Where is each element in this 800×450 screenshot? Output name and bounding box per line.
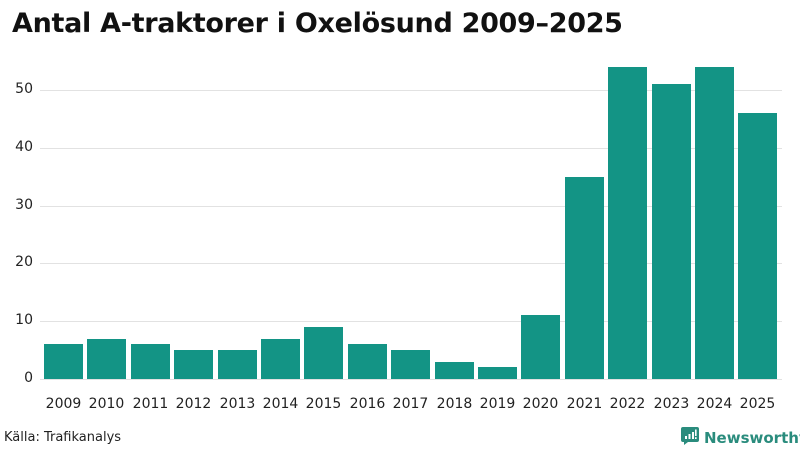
bar-2012 bbox=[174, 350, 213, 379]
x-tick-label: 2025 bbox=[739, 396, 776, 412]
gridline bbox=[40, 321, 782, 322]
bar-2021 bbox=[565, 177, 604, 379]
bar-2015 bbox=[304, 327, 343, 379]
x-tick-label: 2009 bbox=[45, 396, 82, 412]
x-tick-label: 2012 bbox=[175, 396, 212, 412]
bar-2017 bbox=[391, 350, 430, 379]
gridline bbox=[40, 90, 782, 91]
x-tick-label: 2024 bbox=[696, 396, 733, 412]
bar-2011 bbox=[131, 344, 170, 379]
brand-name: Newsworthy bbox=[704, 429, 800, 447]
y-tick-label: 50 bbox=[15, 81, 33, 97]
x-tick-label: 2023 bbox=[653, 396, 690, 412]
x-tick-label: 2015 bbox=[305, 396, 342, 412]
gridline bbox=[40, 379, 782, 380]
source-note: Källa: Trafikanalys bbox=[4, 430, 122, 445]
brand-logo: Newsworthy bbox=[680, 426, 800, 450]
x-tick-label: 2016 bbox=[349, 396, 386, 412]
gridline bbox=[40, 263, 782, 264]
x-tick-label: 2014 bbox=[262, 396, 299, 412]
bar-2016 bbox=[348, 344, 387, 379]
gridline bbox=[40, 148, 782, 149]
x-tick-label: 2010 bbox=[88, 396, 125, 412]
bar-2018 bbox=[435, 362, 474, 379]
x-tick-label: 2022 bbox=[609, 396, 646, 412]
bar-2022 bbox=[608, 67, 647, 379]
bar-2019 bbox=[478, 367, 517, 379]
bar-2014 bbox=[261, 339, 300, 379]
bar-2023 bbox=[652, 84, 691, 379]
chart-title: Antal A-traktorer i Oxelösund 2009–2025 bbox=[12, 8, 623, 39]
bar-2010 bbox=[87, 339, 126, 379]
x-tick-label: 2019 bbox=[479, 396, 516, 412]
bar-2025 bbox=[738, 113, 777, 379]
x-tick-label: 2018 bbox=[436, 396, 473, 412]
bar-2009 bbox=[44, 344, 83, 379]
bar-2024 bbox=[695, 67, 734, 379]
newsworthy-logo-icon bbox=[680, 426, 700, 450]
y-tick-label: 30 bbox=[15, 197, 33, 213]
y-tick-label: 40 bbox=[15, 139, 33, 155]
bar-2020 bbox=[521, 315, 560, 379]
x-tick-label: 2020 bbox=[522, 396, 559, 412]
y-tick-label: 10 bbox=[15, 312, 33, 328]
bar-2013 bbox=[218, 350, 257, 379]
x-tick-label: 2017 bbox=[392, 396, 429, 412]
y-tick-label: 0 bbox=[24, 370, 33, 386]
x-tick-label: 2011 bbox=[132, 396, 169, 412]
x-tick-label: 2021 bbox=[566, 396, 603, 412]
y-tick-label: 20 bbox=[15, 254, 33, 270]
gridline bbox=[40, 206, 782, 207]
x-tick-label: 2013 bbox=[219, 396, 256, 412]
